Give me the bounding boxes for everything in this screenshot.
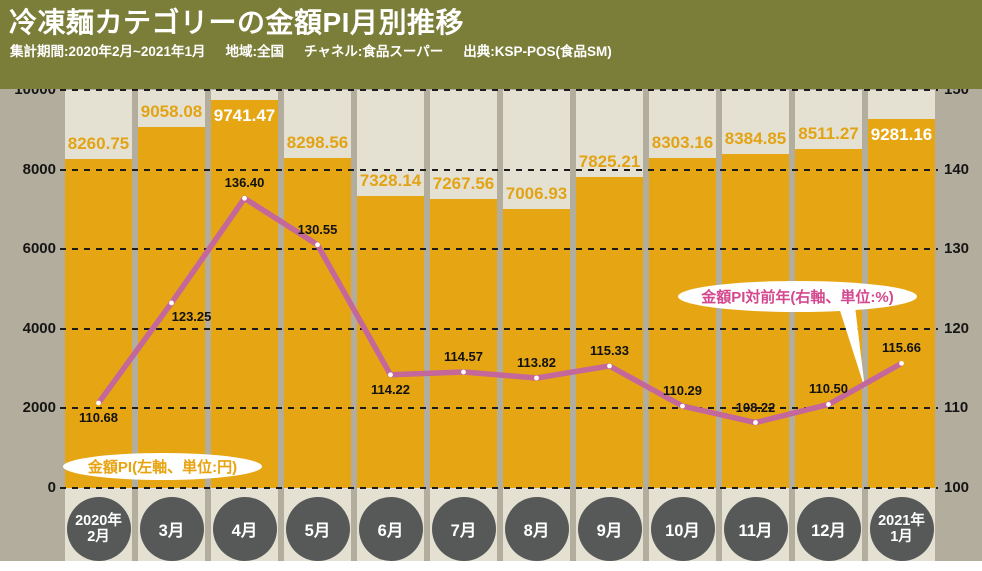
x-axis-month: 4月 (212, 497, 277, 561)
line-value-label: 113.82 (516, 354, 557, 370)
gridline (60, 89, 938, 91)
pi-bar (503, 209, 570, 488)
pi-bar (65, 159, 132, 488)
bar-value-label: 7328.14 (359, 171, 422, 191)
bar-value-label: 7825.21 (578, 151, 641, 171)
pi-bar (357, 196, 424, 488)
left-axis-tick: 6000 (22, 240, 56, 258)
line-value-label: 110.68 (78, 409, 119, 425)
pi-bar (430, 198, 497, 488)
gridline (60, 407, 938, 410)
line-value-label: 114.22 (370, 381, 411, 397)
x-axis-month: 10月 (650, 497, 715, 561)
gridline (60, 168, 938, 171)
pi-bar (284, 157, 351, 488)
bar-value-label: 8260.75 (67, 134, 130, 154)
x-axis-month: 6月 (358, 497, 423, 561)
chart-header: 冷凍麺カテゴリーの金額PI月別推移 集計期間:2020年2月~2021年1月 地域… (0, 0, 982, 89)
subtitle-source: 出典:KSP-POS(食品SM) (463, 44, 612, 59)
right-axis-tick: 130 (944, 240, 970, 258)
x-axis-month: 9月 (577, 497, 642, 561)
right-axis-tick: 110 (944, 399, 969, 417)
bar-value-label: 9058.08 (140, 102, 203, 122)
line-value-label: 136.40 (224, 175, 265, 191)
legend-line-series: 金額PI対前年(右軸、単位:%) (678, 281, 917, 312)
chart-title: 冷凍麺カテゴリーの金額PI月別推移 (9, 7, 464, 38)
line-value-label: 115.33 (589, 342, 630, 358)
x-axis-month: 2021年 1月 (869, 497, 934, 561)
x-axis-month: 3月 (139, 497, 204, 561)
chart-subtitle: 集計期間:2020年2月~2021年1月 地域:全国 チャネル:食品スーパー 出典:K… (10, 40, 632, 60)
gridline (60, 248, 938, 251)
x-axis-month: 8月 (504, 497, 569, 561)
subtitle-channel: チャネル:食品スーパー (303, 44, 444, 59)
right-axis-tick: 100 (944, 479, 970, 496)
line-value-label: 130.55 (297, 221, 338, 237)
x-axis-month: 12月 (796, 497, 861, 561)
line-value-label: 110.29 (662, 383, 703, 399)
bar-value-label: 9281.16 (870, 124, 933, 144)
subtitle-period: 集計期間:2020年2月~2021年1月 (10, 44, 206, 59)
gridline (60, 327, 938, 330)
x-axis-month: 7月 (431, 497, 496, 561)
right-axis-tick: 140 (944, 160, 970, 178)
left-axis-tick: 8000 (22, 160, 56, 178)
pi-bar (722, 154, 789, 488)
pi-bar (576, 176, 643, 488)
x-axis-month: 11月 (723, 497, 788, 561)
bar-value-label: 8511.27 (798, 124, 859, 144)
line-value-label: 123.25 (171, 308, 212, 324)
pi-bar (649, 157, 716, 488)
line-value-label: 108.22 (735, 399, 776, 415)
bar-value-label: 9741.47 (213, 106, 276, 126)
right-axis-tick: 120 (944, 319, 970, 337)
pi-bar (138, 127, 205, 488)
left-axis-tick: 2000 (22, 399, 56, 417)
pi-bar (211, 100, 278, 488)
legend-line-label: 金額PI対前年(右軸、単位:%) (701, 289, 894, 306)
x-axis-month: 5月 (285, 497, 350, 561)
gridline (60, 487, 938, 489)
bar-value-label: 8303.16 (651, 132, 714, 152)
bar-value-label: 7006.93 (505, 184, 568, 204)
legend-bar-label: 金額PI(左軸、単位:円) (87, 459, 238, 476)
bottom-margin (0, 561, 982, 571)
line-value-label: 110.50 (808, 381, 849, 397)
pi-bar (795, 149, 862, 488)
x-axis-month: 2020年 2月 (66, 497, 131, 561)
bar-value-label: 8384.85 (724, 129, 787, 149)
subtitle-region: 地域:全国 (225, 44, 284, 59)
line-value-label: 115.66 (881, 340, 922, 356)
bar-value-label: 7267.56 (432, 173, 495, 193)
left-axis-tick: 0 (47, 479, 56, 496)
left-axis-tick: 4000 (22, 319, 56, 337)
legend-bar-series: 金額PI(左軸、単位:円) (63, 453, 262, 480)
bar-value-label: 8298.56 (286, 132, 349, 152)
line-value-label: 114.57 (443, 349, 484, 365)
